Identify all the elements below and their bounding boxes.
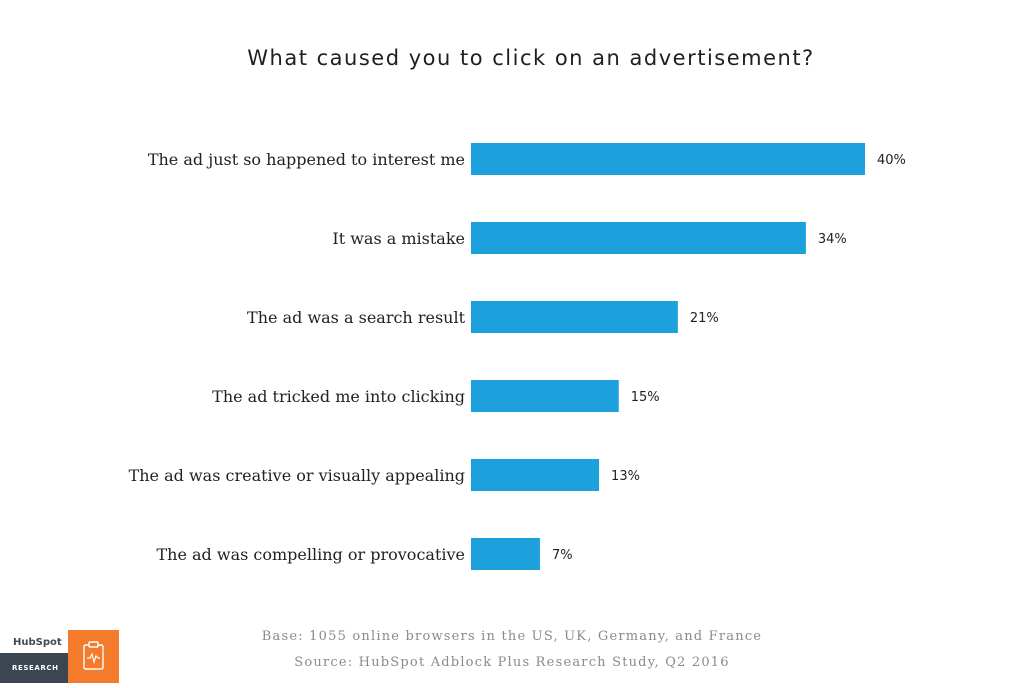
bar <box>471 538 540 570</box>
category-label: It was a mistake <box>332 229 465 248</box>
value-label: 34% <box>818 232 847 247</box>
chart-title: What caused you to click on an advertise… <box>247 46 815 70</box>
category-label: The ad just so happened to interest me <box>148 150 465 169</box>
category-label: The ad tricked me into clicking <box>212 387 465 406</box>
hubspot-logo-text: HubSpot <box>13 637 62 648</box>
value-label: 15% <box>631 390 660 405</box>
category-label: The ad was a search result <box>247 308 466 327</box>
base-footnote: Base: 1055 online browsers in the US, UK… <box>261 629 763 644</box>
research-badge <box>68 630 119 683</box>
bar <box>471 380 619 412</box>
bar <box>471 301 678 333</box>
clipboard-pulse-icon <box>83 641 104 670</box>
research-band: RESEARCH <box>0 653 68 683</box>
bar <box>471 459 600 491</box>
value-label: 21% <box>690 311 719 326</box>
value-label: 13% <box>611 469 640 484</box>
research-label: RESEARCH <box>12 664 59 672</box>
bar <box>471 222 806 254</box>
category-label: The ad was creative or visually appealin… <box>129 466 465 485</box>
value-label: 7% <box>552 548 573 563</box>
value-label: 40% <box>877 153 906 168</box>
bar <box>471 143 865 175</box>
category-label: The ad was compelling or provocative <box>156 545 465 564</box>
bar-chart: The ad just so happened to interest me 40… <box>129 143 906 570</box>
hubspot-logo: HubSpot RESEARCH <box>0 630 68 683</box>
source-footnote: Source: HubSpot Adblock Plus Research St… <box>294 655 730 670</box>
